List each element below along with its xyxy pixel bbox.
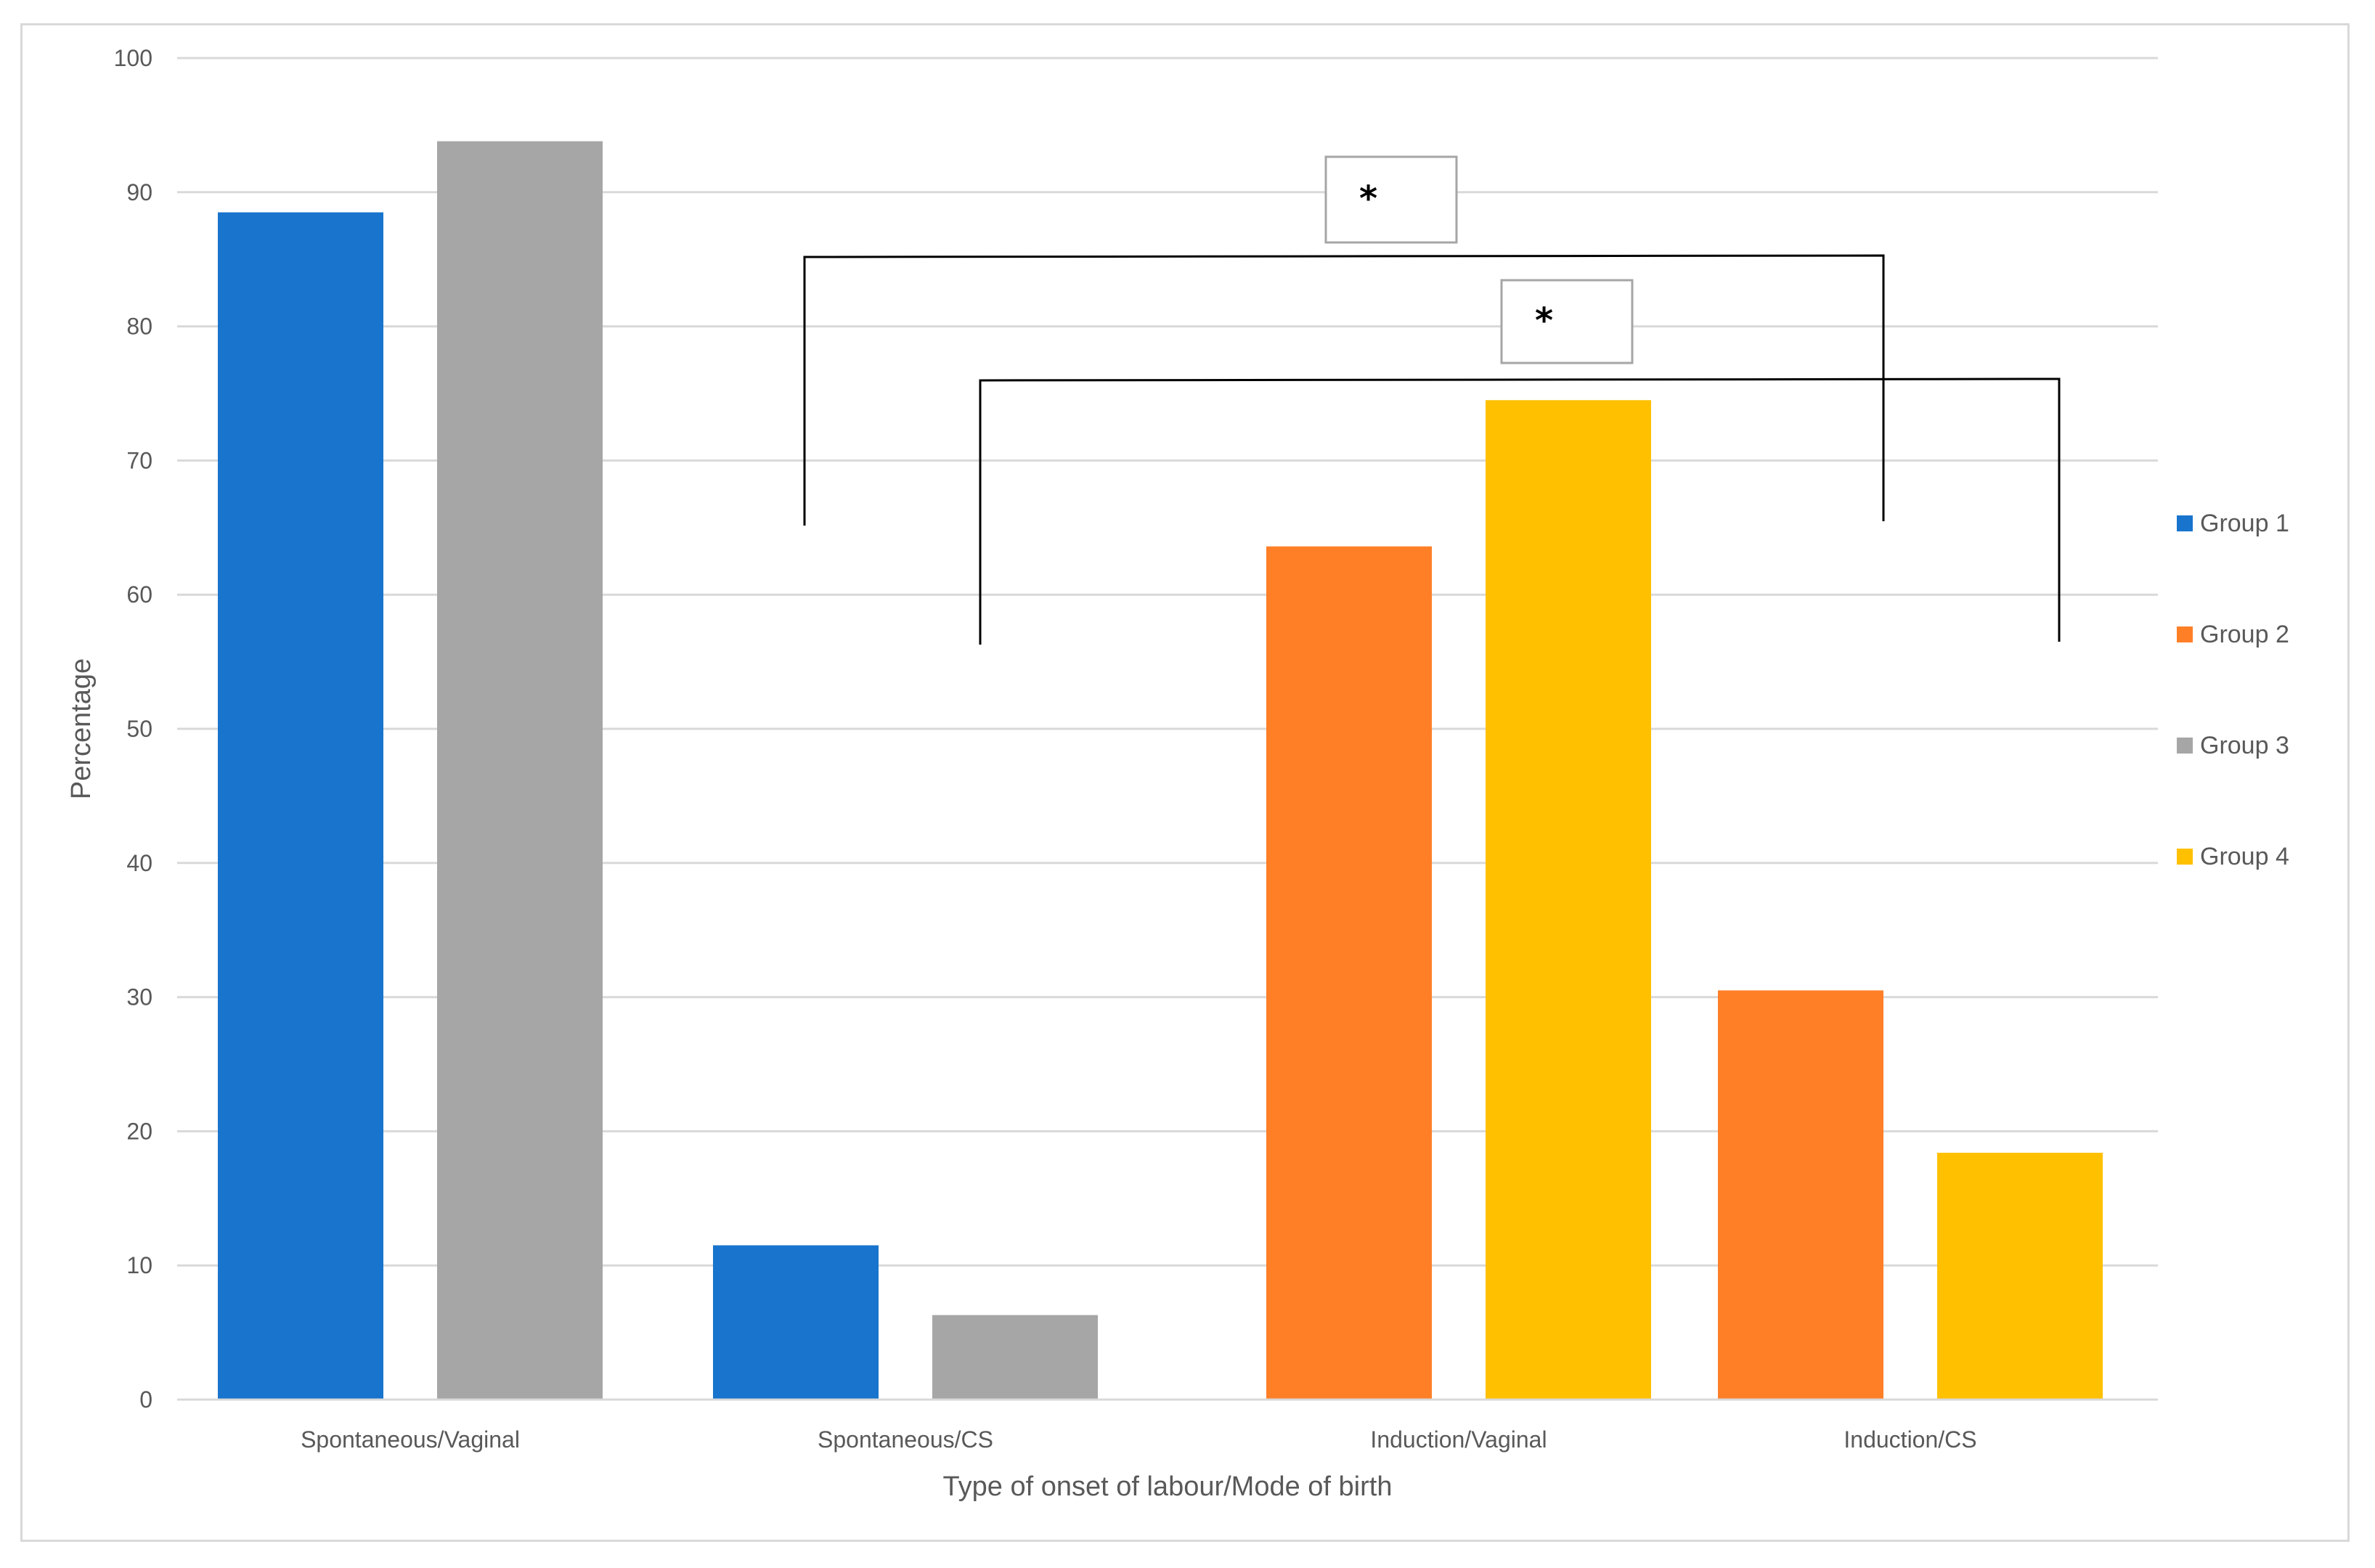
significance-star: * bbox=[1359, 179, 1377, 219]
bar-group-2-2 bbox=[1266, 546, 1432, 1400]
legend-item: Group 1 bbox=[2177, 510, 2289, 537]
bar-group-3-0 bbox=[437, 141, 603, 1400]
y-tick-label: 90 bbox=[126, 179, 152, 205]
y-tick-label: 30 bbox=[126, 984, 152, 1010]
significance-box bbox=[1324, 155, 1458, 244]
y-axis-ticks: 0 10 20 30 40 50 60 70 80 90 100 bbox=[114, 45, 152, 1413]
legend-swatch bbox=[2177, 626, 2193, 642]
x-axis-ticks: Spontaneous/Vaginal Spontaneous/CS Inducti… bbox=[301, 1426, 1977, 1453]
bar-group-4-3 bbox=[1937, 1152, 2103, 1400]
legend-item: Group 4 bbox=[2177, 843, 2289, 870]
legend-item: Group 2 bbox=[2177, 621, 2289, 648]
significance-box bbox=[1500, 279, 1634, 364]
legend-item: Group 3 bbox=[2177, 732, 2289, 759]
y-tick-label: 100 bbox=[114, 45, 152, 71]
bracket-line bbox=[979, 377, 2061, 645]
y-tick-label: 50 bbox=[126, 716, 152, 742]
y-tick-label: 10 bbox=[126, 1252, 152, 1278]
legend: Group 1 Group 2 Group 3 Group 4 bbox=[2177, 510, 2289, 870]
legend-label: Group 1 bbox=[2200, 510, 2289, 537]
x-tick-label: Induction/Vaginal bbox=[1370, 1426, 1547, 1453]
legend-swatch bbox=[2177, 738, 2193, 754]
x-tick-label: Induction/CS bbox=[1844, 1426, 1976, 1453]
y-tick-label: 40 bbox=[126, 850, 152, 876]
x-axis-title: Type of onset of labour/Mode of birth bbox=[943, 1471, 1393, 1502]
bars bbox=[218, 141, 2103, 1400]
legend-swatch bbox=[2177, 849, 2193, 865]
bar-group-1-0 bbox=[218, 212, 383, 1400]
bar-group-4-2 bbox=[1486, 400, 1651, 1400]
legend-label: Group 3 bbox=[2200, 732, 2289, 759]
bar-group-2-3 bbox=[1718, 990, 1883, 1400]
x-tick-label: Spontaneous/CS bbox=[818, 1426, 993, 1453]
y-tick-label: 0 bbox=[139, 1387, 152, 1413]
legend-label: Group 2 bbox=[2200, 621, 2289, 648]
y-axis-title: Percentage bbox=[66, 658, 97, 799]
y-tick-label: 70 bbox=[126, 447, 152, 473]
y-tick-label: 60 bbox=[126, 581, 152, 608]
significance-bracket: * bbox=[979, 279, 2061, 645]
significance-bracket: * bbox=[803, 155, 1885, 526]
legend-label: Group 4 bbox=[2200, 843, 2289, 870]
bracket-line bbox=[803, 254, 1885, 526]
bar-group-1-1 bbox=[713, 1245, 879, 1400]
bar-group-3-1 bbox=[932, 1315, 1098, 1400]
y-tick-label: 20 bbox=[126, 1118, 152, 1144]
significance-brackets: ** bbox=[803, 155, 2061, 645]
x-tick-label: Spontaneous/Vaginal bbox=[301, 1426, 520, 1453]
legend-swatch bbox=[2177, 515, 2193, 531]
significance-star: * bbox=[1535, 301, 1553, 341]
y-tick-label: 80 bbox=[126, 314, 152, 340]
